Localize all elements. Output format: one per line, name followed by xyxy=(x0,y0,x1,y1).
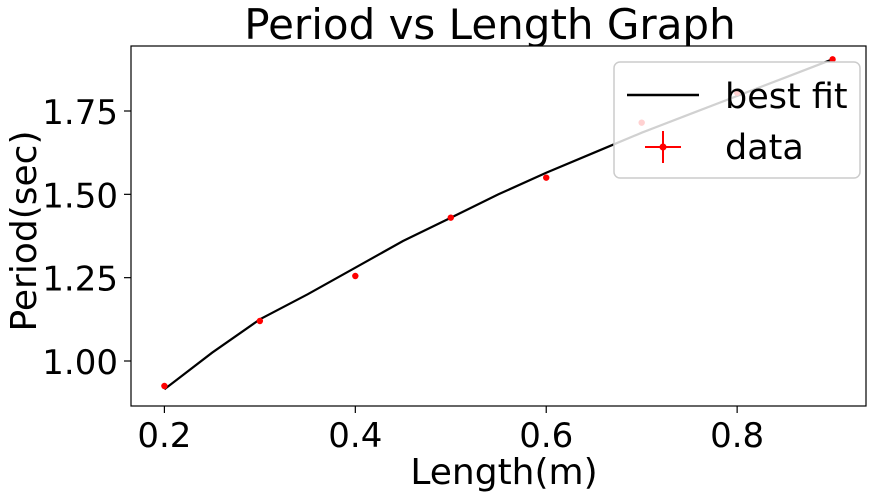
y-axis: 1.00 1.25 1.50 1.75 xyxy=(42,93,131,383)
y-tick-label: 1.00 xyxy=(42,343,118,383)
chart-title: Period vs Length Graph xyxy=(244,0,735,49)
legend-box xyxy=(613,61,861,179)
x-axis-label: Length(m) xyxy=(410,452,597,493)
x-tick-label: 0.8 xyxy=(710,416,764,456)
data-point xyxy=(829,56,836,63)
legend: best fit data xyxy=(613,61,861,179)
y-tick-label: 1.75 xyxy=(42,93,118,133)
x-tick-label: 0.6 xyxy=(519,416,573,456)
legend-data-swatch xyxy=(645,131,681,163)
data-point xyxy=(256,317,264,325)
data-point xyxy=(352,272,359,280)
y-tick-label: 1.50 xyxy=(42,176,118,216)
y-tick-label: 1.25 xyxy=(42,260,118,300)
data-point xyxy=(161,382,168,390)
x-axis: 0.2 0.4 0.6 0.8 xyxy=(137,406,764,456)
x-tick-label: 0.4 xyxy=(328,416,382,456)
x-tick-label: 0.2 xyxy=(137,416,191,456)
data-point xyxy=(447,214,454,221)
legend-best-fit-label: best fit xyxy=(725,77,848,117)
y-axis-label: Period(sec) xyxy=(4,130,45,331)
data-point xyxy=(543,174,550,181)
legend-data-label: data xyxy=(725,128,804,168)
